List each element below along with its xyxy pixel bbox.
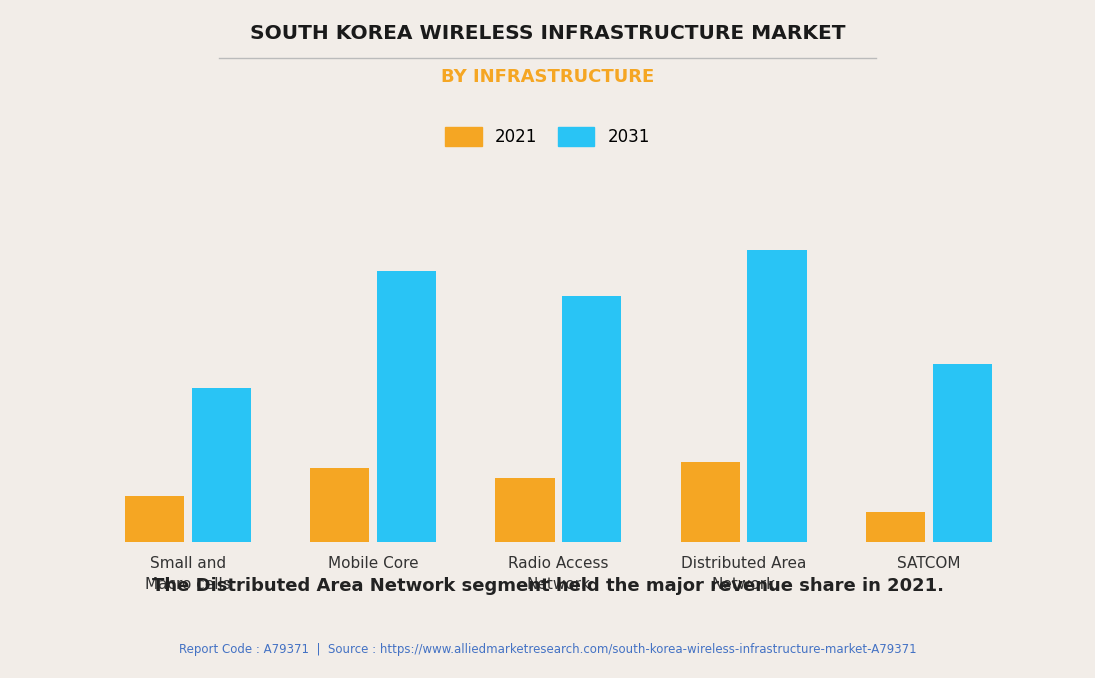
Bar (681, 462, 740, 542)
Bar (562, 296, 622, 542)
Bar (192, 388, 251, 542)
Bar (866, 512, 925, 542)
Bar (310, 468, 369, 542)
Text: BY INFRASTRUCTURE: BY INFRASTRUCTURE (441, 68, 654, 86)
Text: The Distributed Area Network segment held the major revenue share in 2021.: The Distributed Area Network segment hel… (151, 578, 944, 595)
Text: Report Code : A79371  |  Source : https://www.alliedmarketresearch.com/south-kor: Report Code : A79371 | Source : https://… (178, 643, 917, 656)
Bar (125, 496, 184, 542)
Bar (495, 478, 555, 542)
Text: SOUTH KOREA WIRELESS INFRASTRUCTURE MARKET: SOUTH KOREA WIRELESS INFRASTRUCTURE MARK… (250, 24, 845, 43)
Bar (377, 271, 436, 542)
Bar (748, 250, 807, 542)
Legend: 2021, 2031: 2021, 2031 (438, 120, 657, 153)
Bar (933, 363, 992, 542)
